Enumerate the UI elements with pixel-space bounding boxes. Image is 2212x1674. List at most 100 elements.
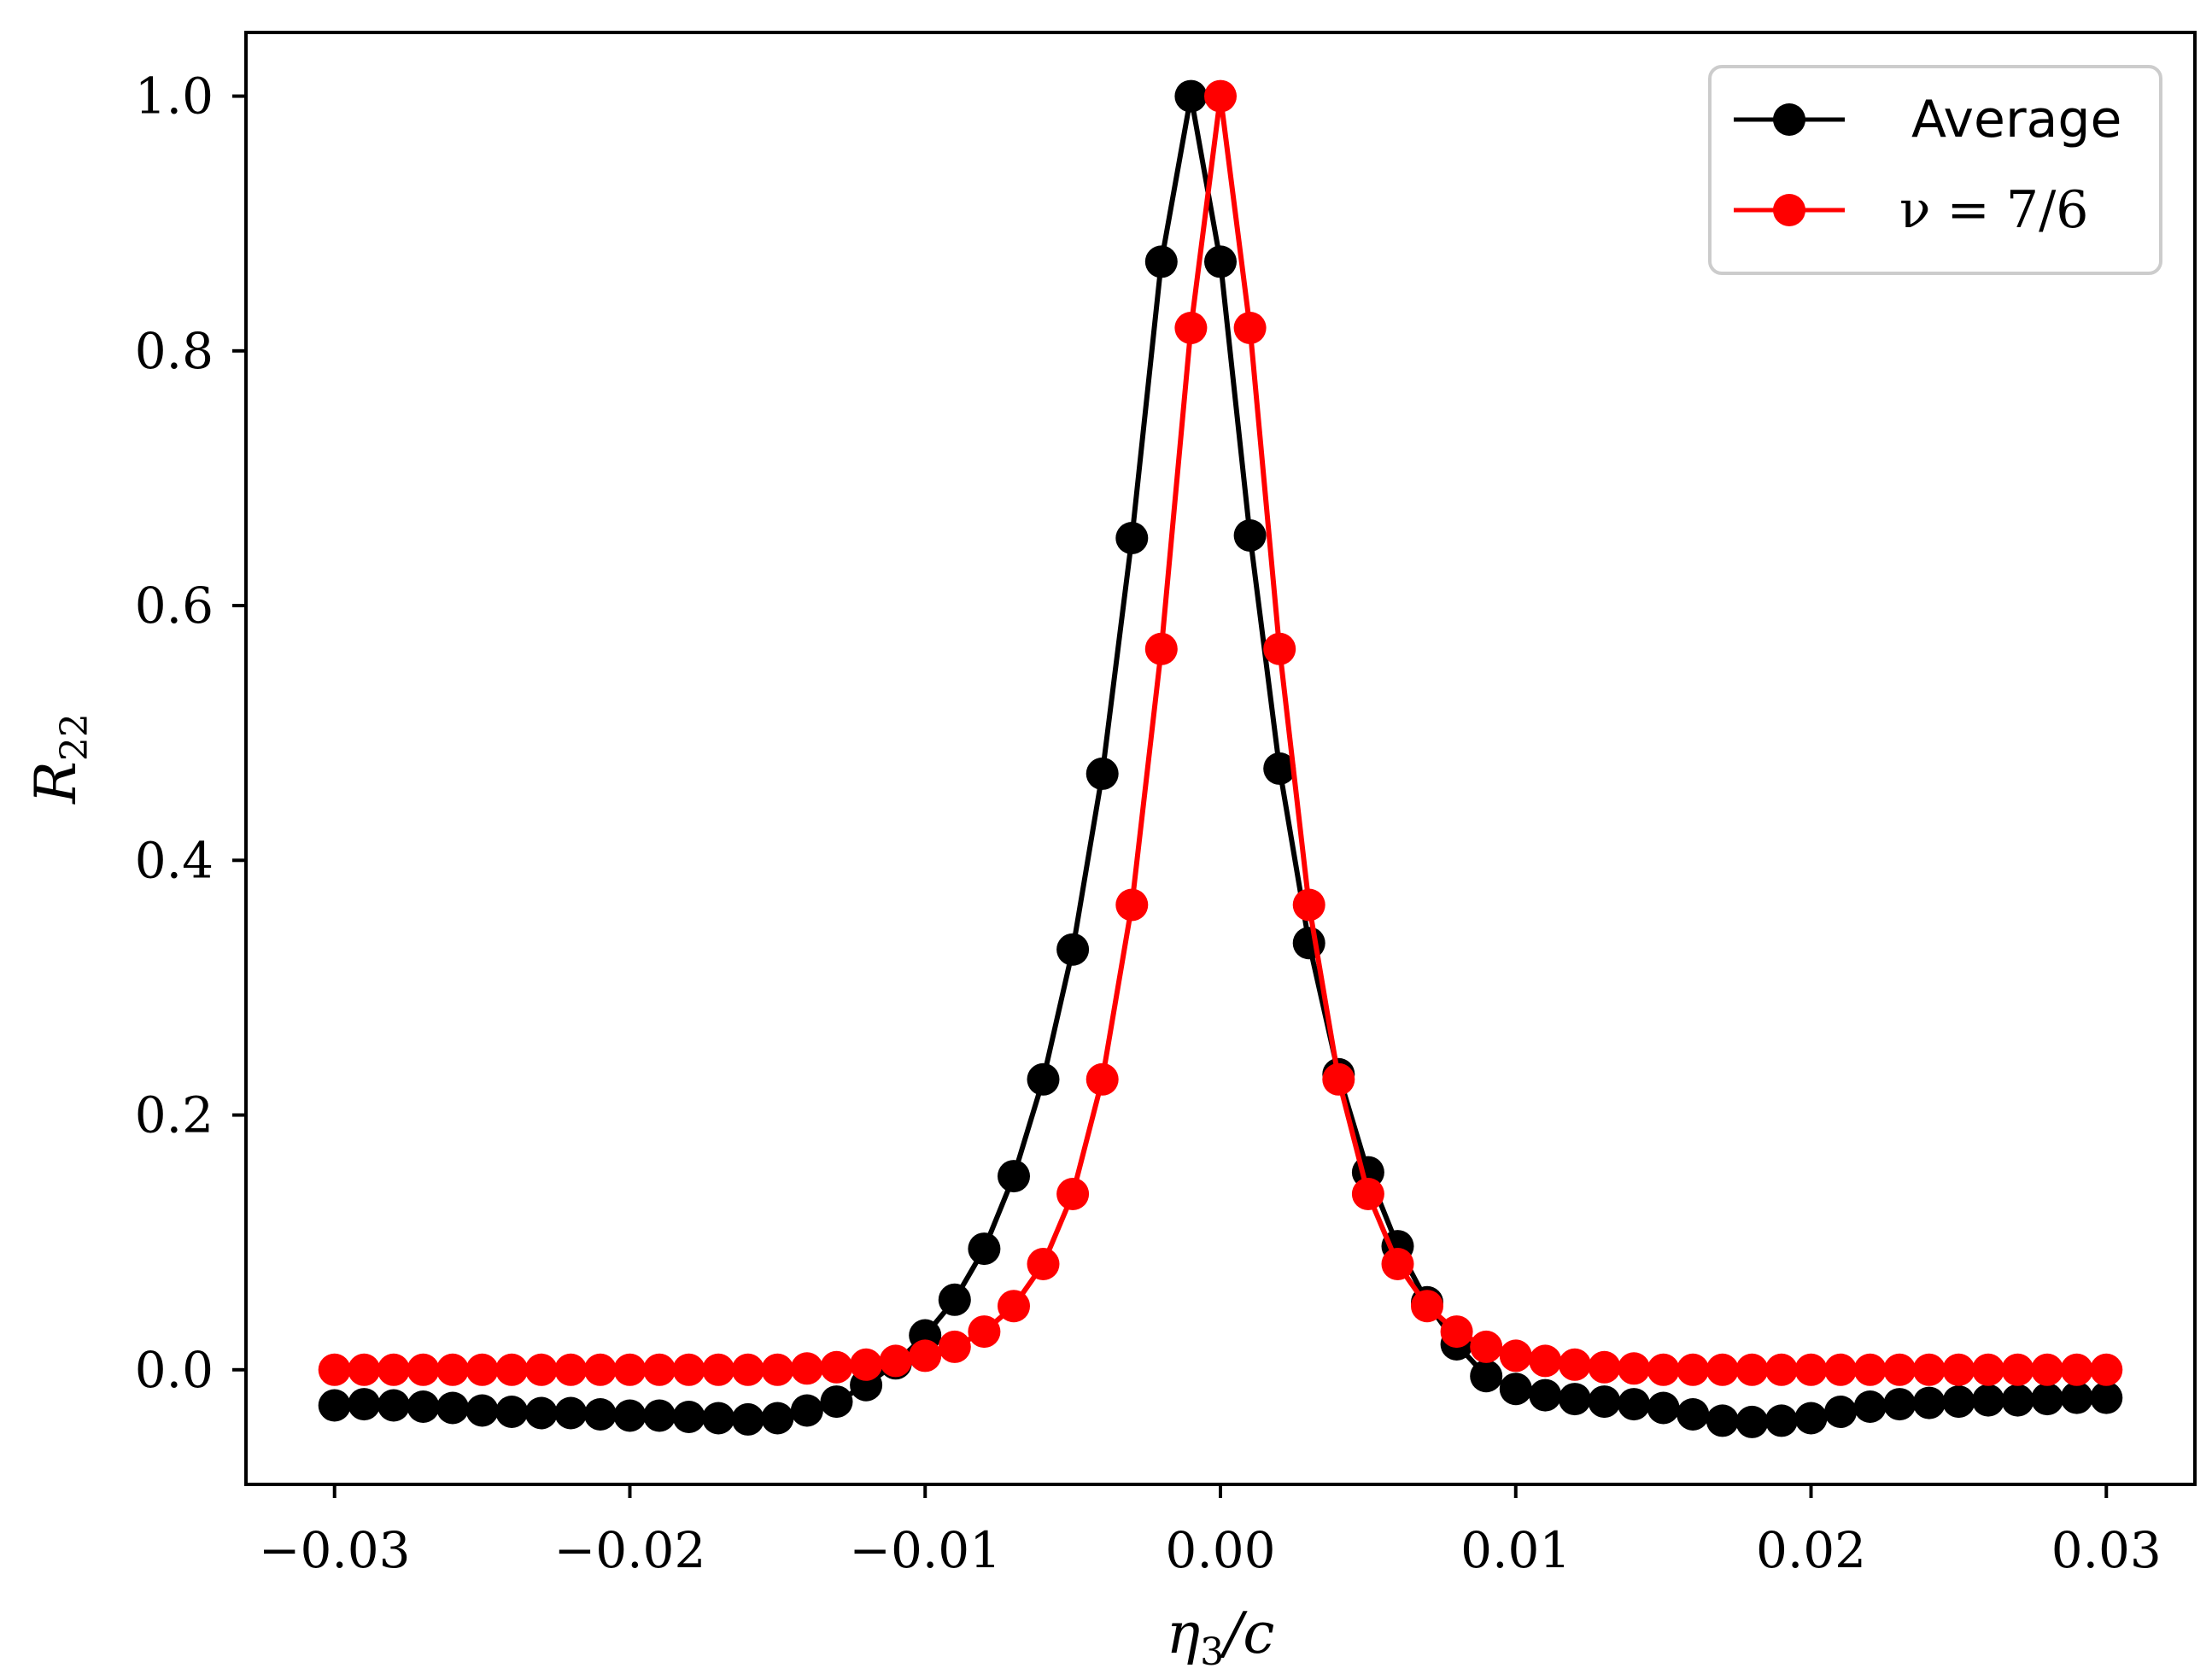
series-1-point [1735, 1353, 1769, 1386]
series-0-point [1027, 1062, 1060, 1096]
series-1-point [583, 1353, 617, 1386]
series-1-point [1647, 1353, 1680, 1386]
series-0-point [1677, 1398, 1710, 1431]
legend-label-nu: ν = 7/6 [1899, 180, 2088, 240]
y-tick-label: 0.0 [135, 1341, 214, 1399]
series-1-point [377, 1353, 410, 1386]
series-1-point [1677, 1353, 1710, 1386]
series-0-point [348, 1388, 381, 1421]
series-0-point [1263, 752, 1296, 785]
series-0-point [1942, 1385, 1975, 1419]
series-0-point [1115, 522, 1149, 554]
series-0-point [1470, 1360, 1503, 1393]
series-1-point [879, 1344, 912, 1378]
legend-marker-nu [1773, 194, 1805, 226]
series-1-point [1764, 1353, 1798, 1386]
series-0-point [2031, 1383, 2064, 1416]
series-0-point [938, 1283, 971, 1316]
series-1-point [524, 1353, 558, 1386]
series-1-point [1794, 1353, 1828, 1386]
series-1-point [1972, 1353, 2004, 1386]
x-tick-label: 0.01 [1460, 1521, 1571, 1579]
series-1-point [702, 1353, 735, 1386]
y-tick-label: 0.8 [135, 322, 214, 380]
series-1-point [348, 1353, 381, 1386]
y-tick-label: 0.6 [135, 577, 214, 635]
series-1-point [1558, 1348, 1591, 1381]
y-tick-label: 0.2 [135, 1086, 214, 1144]
series-1-point [820, 1350, 853, 1384]
series-0-point [407, 1390, 440, 1423]
series-1-point [790, 1352, 823, 1385]
series-1-point [1115, 888, 1149, 922]
series-1 [318, 79, 2123, 1386]
y-axis-label-base: R [23, 761, 89, 805]
series-layer [318, 79, 2123, 1438]
series-0-point [702, 1402, 735, 1435]
y-tick-label: 1.0 [135, 67, 214, 126]
series-0 [318, 79, 2123, 1438]
legend: Average ν = 7/6 [1708, 65, 2162, 275]
series-0-point [1883, 1388, 1916, 1421]
x-tick-label: −0.02 [554, 1521, 706, 1579]
series-0-point [1499, 1373, 1532, 1406]
series-0-point [790, 1394, 823, 1427]
series-1-point [643, 1353, 676, 1386]
series-0-point [554, 1396, 588, 1430]
series-1-point [1499, 1339, 1532, 1373]
y-axis-label-sub: 22 [53, 713, 97, 761]
y-ticks: 0.0 0.2 0.4 0.6 0.8 1.0 [135, 67, 246, 1399]
series-1-point [1411, 1290, 1443, 1323]
series-0-point [1233, 519, 1267, 552]
series-0-point [2090, 1381, 2123, 1414]
series-1-point [1144, 632, 1178, 665]
series-0-point [436, 1391, 469, 1425]
series-1-point [2001, 1353, 2034, 1386]
series-0-point [968, 1232, 1001, 1266]
series-0-point [1647, 1391, 1680, 1425]
series-1-point [1322, 1062, 1355, 1096]
series-0-point [377, 1389, 410, 1422]
series-1-point [2090, 1353, 2123, 1386]
series-1-point [1204, 79, 1237, 113]
series-1-point [1056, 1178, 1090, 1210]
x-axis-label-sub: 3 [1200, 1630, 1224, 1674]
series-1-point [1381, 1248, 1414, 1280]
series-1-point [1529, 1344, 1562, 1378]
series-0-point [524, 1396, 558, 1430]
series-0-point [998, 1160, 1030, 1193]
y-axis-label: R22 [23, 713, 97, 805]
series-1-point [554, 1353, 588, 1386]
series-1-point [1942, 1353, 1975, 1386]
series-0-point [672, 1401, 705, 1433]
series-0-point [1972, 1384, 2004, 1417]
series-1-point [1853, 1353, 1887, 1386]
x-axis-label-base: η [1167, 1601, 1201, 1666]
series-1-point [1883, 1353, 1916, 1386]
series-1-point [1618, 1352, 1651, 1385]
series-0-point [761, 1402, 794, 1435]
series-0-point [731, 1402, 764, 1436]
series-0-point [1706, 1404, 1739, 1437]
series-1-point [1233, 312, 1267, 344]
series-1-point [1588, 1350, 1621, 1384]
legend-label-average: Average [1911, 90, 2121, 149]
series-0-point [1912, 1386, 1946, 1419]
x-axis-label-tail: /c [1219, 1601, 1274, 1666]
series-0-point [495, 1396, 529, 1428]
series-1-point [495, 1353, 529, 1386]
series-1-point [1351, 1178, 1384, 1210]
series-line-1 [334, 93, 2107, 1373]
y-tick-label: 0.4 [135, 831, 214, 889]
series-1-point [613, 1353, 647, 1386]
series-0-point [1056, 933, 1090, 966]
series-0-point [1086, 757, 1119, 790]
series-0-point [318, 1389, 351, 1422]
series-1-point [2031, 1353, 2064, 1386]
x-axis-label: η3/c [1167, 1601, 1275, 1674]
series-0-point [1735, 1405, 1769, 1438]
x-tick-label: 0.00 [1165, 1521, 1275, 1579]
series-1-point [436, 1353, 469, 1386]
series-0-point [1529, 1378, 1562, 1412]
